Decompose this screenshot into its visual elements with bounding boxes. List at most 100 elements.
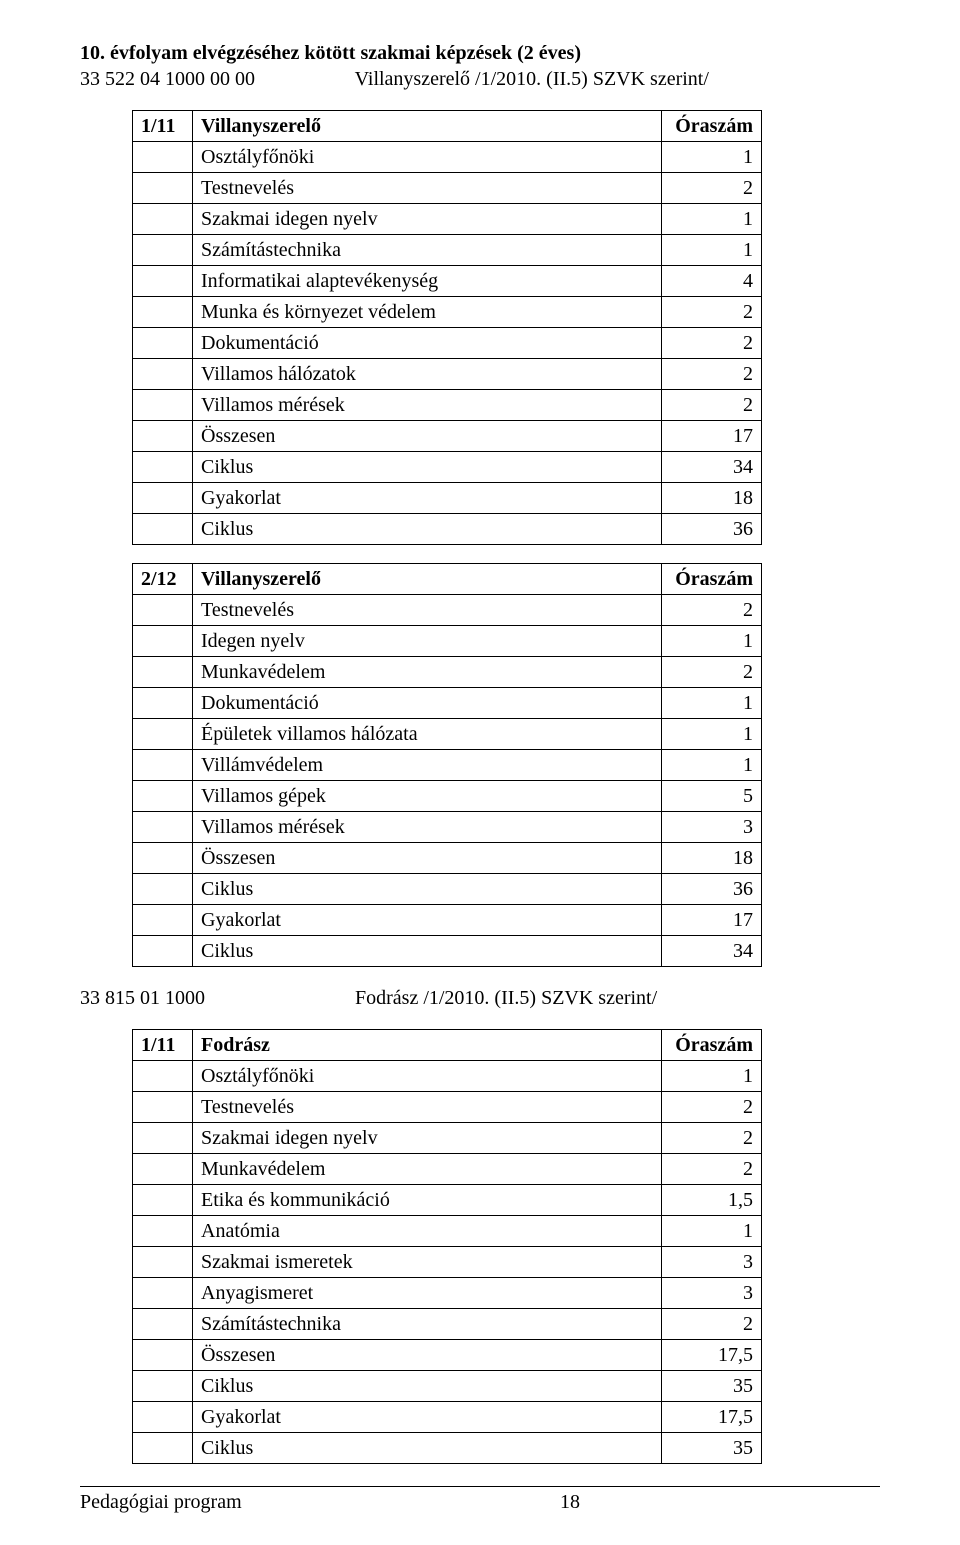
table-row: Villamos gépek5 bbox=[133, 781, 762, 812]
code-right: Villanyszerelő /1/2010. (II.5) SZVK szer… bbox=[355, 68, 709, 90]
row-value: 18 bbox=[662, 483, 762, 514]
table-row: Etika és kommunikáció1,5 bbox=[133, 1185, 762, 1216]
row-value: 5 bbox=[662, 781, 762, 812]
row-value: 1 bbox=[662, 626, 762, 657]
page-heading: 10. évfolyam elvégzéséhez kötött szakmai… bbox=[80, 40, 880, 66]
table-row: Gyakorlat17 bbox=[133, 905, 762, 936]
table-row: Testnevelés2 bbox=[133, 595, 762, 626]
mid-left: 33 815 01 1000 bbox=[80, 985, 350, 1011]
row-value: 1 bbox=[662, 750, 762, 781]
row-value: 1 bbox=[662, 142, 762, 173]
table-row: Villamos mérések2 bbox=[133, 390, 762, 421]
table-row: Épületek villamos hálózata1 bbox=[133, 719, 762, 750]
row-value: 1 bbox=[662, 719, 762, 750]
table-row: Számítástechnika2 bbox=[133, 1309, 762, 1340]
code-line-1: 33 522 04 1000 00 00 Villanyszerelő /1/2… bbox=[80, 66, 880, 92]
table-row: Dokumentáció2 bbox=[133, 328, 762, 359]
row-value: 2 bbox=[662, 359, 762, 390]
row-label: Ciklus bbox=[193, 874, 662, 905]
table-row: Anatómia1 bbox=[133, 1216, 762, 1247]
row-label: Villamos mérések bbox=[193, 390, 662, 421]
row-label: Osztályfőnöki bbox=[193, 1061, 662, 1092]
header-code: 2/12 bbox=[133, 564, 193, 595]
row-value: 2 bbox=[662, 328, 762, 359]
table-row: Ciklus34 bbox=[133, 936, 762, 967]
row-label: Gyakorlat bbox=[193, 483, 662, 514]
row-value: 34 bbox=[662, 936, 762, 967]
table-header-row: 1/11 Fodrász Óraszám bbox=[133, 1030, 762, 1061]
row-value: 1 bbox=[662, 1216, 762, 1247]
row-label: Idegen nyelv bbox=[193, 626, 662, 657]
table-row: Ciklus36 bbox=[133, 514, 762, 545]
row-label: Épületek villamos hálózata bbox=[193, 719, 662, 750]
row-label: Ciklus bbox=[193, 936, 662, 967]
row-label: Ciklus bbox=[193, 514, 662, 545]
row-label: Ciklus bbox=[193, 452, 662, 483]
header-hours: Óraszám bbox=[662, 1030, 762, 1061]
header-title: Villanyszerelő bbox=[193, 564, 662, 595]
table-row: Szakmai idegen nyelv1 bbox=[133, 204, 762, 235]
table-row: Anyagismeret3 bbox=[133, 1278, 762, 1309]
row-value: 2 bbox=[662, 657, 762, 688]
table-row: Ciklus35 bbox=[133, 1371, 762, 1402]
row-label: Villámvédelem bbox=[193, 750, 662, 781]
row-value: 2 bbox=[662, 1154, 762, 1185]
mid-right: Fodrász /1/2010. (II.5) SZVK szerint/ bbox=[355, 987, 657, 1009]
row-value: 36 bbox=[662, 514, 762, 545]
row-value: 2 bbox=[662, 1092, 762, 1123]
row-label: Munkavédelem bbox=[193, 1154, 662, 1185]
row-label: Anatómia bbox=[193, 1216, 662, 1247]
code-left: 33 522 04 1000 00 00 bbox=[80, 66, 350, 92]
row-value: 2 bbox=[662, 595, 762, 626]
footer: Pedagógiai program 18 bbox=[80, 1486, 880, 1515]
row-label: Testnevelés bbox=[193, 1092, 662, 1123]
row-value: 18 bbox=[662, 843, 762, 874]
row-label: Etika és kommunikáció bbox=[193, 1185, 662, 1216]
row-value: 17,5 bbox=[662, 1402, 762, 1433]
table-row: Szakmai idegen nyelv2 bbox=[133, 1123, 762, 1154]
table-row: Dokumentáció1 bbox=[133, 688, 762, 719]
row-value: 34 bbox=[662, 452, 762, 483]
code-line-2: 33 815 01 1000 Fodrász /1/2010. (II.5) S… bbox=[80, 985, 880, 1011]
table-row: Munkavédelem2 bbox=[133, 657, 762, 688]
table-row: Osztályfőnöki1 bbox=[133, 142, 762, 173]
row-value: 17 bbox=[662, 421, 762, 452]
row-value: 17 bbox=[662, 905, 762, 936]
row-value: 17,5 bbox=[662, 1340, 762, 1371]
row-label: Gyakorlat bbox=[193, 1402, 662, 1433]
row-label: Összesen bbox=[193, 421, 662, 452]
table-row: Testnevelés2 bbox=[133, 173, 762, 204]
row-value: 35 bbox=[662, 1371, 762, 1402]
row-value: 2 bbox=[662, 173, 762, 204]
row-label: Összesen bbox=[193, 843, 662, 874]
row-value: 2 bbox=[662, 1123, 762, 1154]
table-2: 2/12 Villanyszerelő Óraszám Testnevelés2… bbox=[132, 563, 880, 967]
table-row: Ciklus35 bbox=[133, 1433, 762, 1464]
table-row: Idegen nyelv1 bbox=[133, 626, 762, 657]
row-label: Gyakorlat bbox=[193, 905, 662, 936]
table-1: 1/11 Villanyszerelő Óraszám Osztályfőnök… bbox=[132, 110, 880, 545]
row-label: Dokumentáció bbox=[193, 688, 662, 719]
row-label: Számítástechnika bbox=[193, 1309, 662, 1340]
row-value: 36 bbox=[662, 874, 762, 905]
row-value: 1 bbox=[662, 688, 762, 719]
header-title: Villanyszerelő bbox=[193, 111, 662, 142]
row-value: 1 bbox=[662, 1061, 762, 1092]
footer-page-number: 18 bbox=[560, 1489, 880, 1515]
row-label: Munka és környezet védelem bbox=[193, 297, 662, 328]
row-value: 2 bbox=[662, 297, 762, 328]
table-row: Testnevelés2 bbox=[133, 1092, 762, 1123]
row-value: 4 bbox=[662, 266, 762, 297]
table-row: Villamos mérések3 bbox=[133, 812, 762, 843]
row-value: 2 bbox=[662, 390, 762, 421]
header-hours: Óraszám bbox=[662, 564, 762, 595]
table-header-row: 1/11 Villanyszerelő Óraszám bbox=[133, 111, 762, 142]
row-label: Dokumentáció bbox=[193, 328, 662, 359]
row-label: Ciklus bbox=[193, 1433, 662, 1464]
table-row: Villámvédelem1 bbox=[133, 750, 762, 781]
header-code: 1/11 bbox=[133, 111, 193, 142]
row-value: 1,5 bbox=[662, 1185, 762, 1216]
row-value: 2 bbox=[662, 1309, 762, 1340]
header-code: 1/11 bbox=[133, 1030, 193, 1061]
table-row: Összesen17 bbox=[133, 421, 762, 452]
